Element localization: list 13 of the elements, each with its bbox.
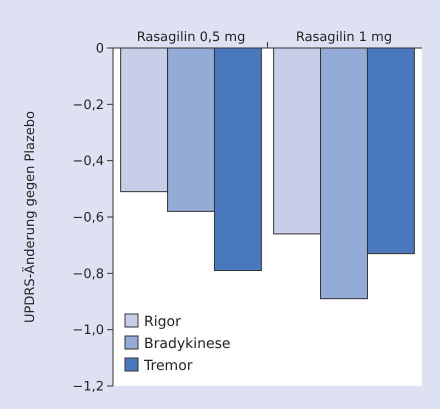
y-axis-title: UPDRS-Änderung gegen Plazebo: [22, 110, 38, 323]
legend-label: Rigor: [144, 314, 182, 330]
y-tick-label: −0,4: [72, 154, 104, 170]
x-tick-label: Rasagilin 0,5 mg: [136, 30, 246, 45]
legend-label: Tremor: [143, 358, 193, 374]
y-tick-label: −0,6: [72, 210, 104, 226]
y-tick-label: −1,0: [72, 323, 104, 338]
legend-label: Bradykinese: [144, 336, 231, 352]
y-tick-label: −1,2: [72, 380, 104, 395]
y-tick-label: 0: [96, 42, 104, 57]
y-tick-label: −0,2: [72, 98, 104, 113]
x-tick-label: Rasagilin 1 mg: [296, 30, 392, 45]
y-tick-label: −0,8: [72, 266, 104, 282]
